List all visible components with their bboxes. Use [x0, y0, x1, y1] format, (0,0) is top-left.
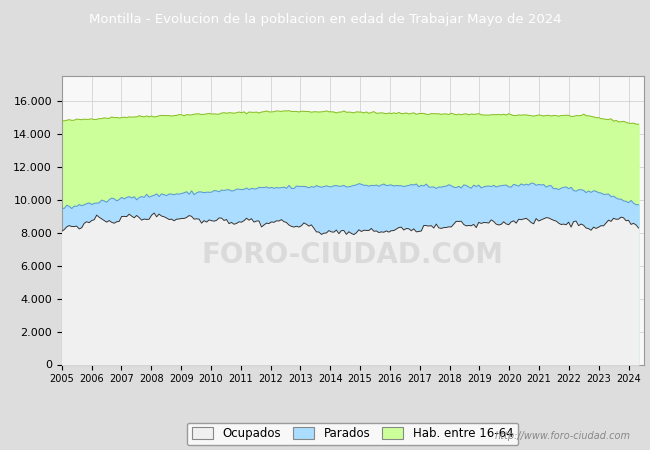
Text: Montilla - Evolucion de la poblacion en edad de Trabajar Mayo de 2024: Montilla - Evolucion de la poblacion en … — [88, 13, 562, 26]
Legend: Ocupados, Parados, Hab. entre 16-64: Ocupados, Parados, Hab. entre 16-64 — [187, 423, 518, 445]
Text: FORO-CIUDAD.COM: FORO-CIUDAD.COM — [202, 241, 504, 269]
Text: http://www.foro-ciudad.com: http://www.foro-ciudad.com — [495, 431, 630, 441]
